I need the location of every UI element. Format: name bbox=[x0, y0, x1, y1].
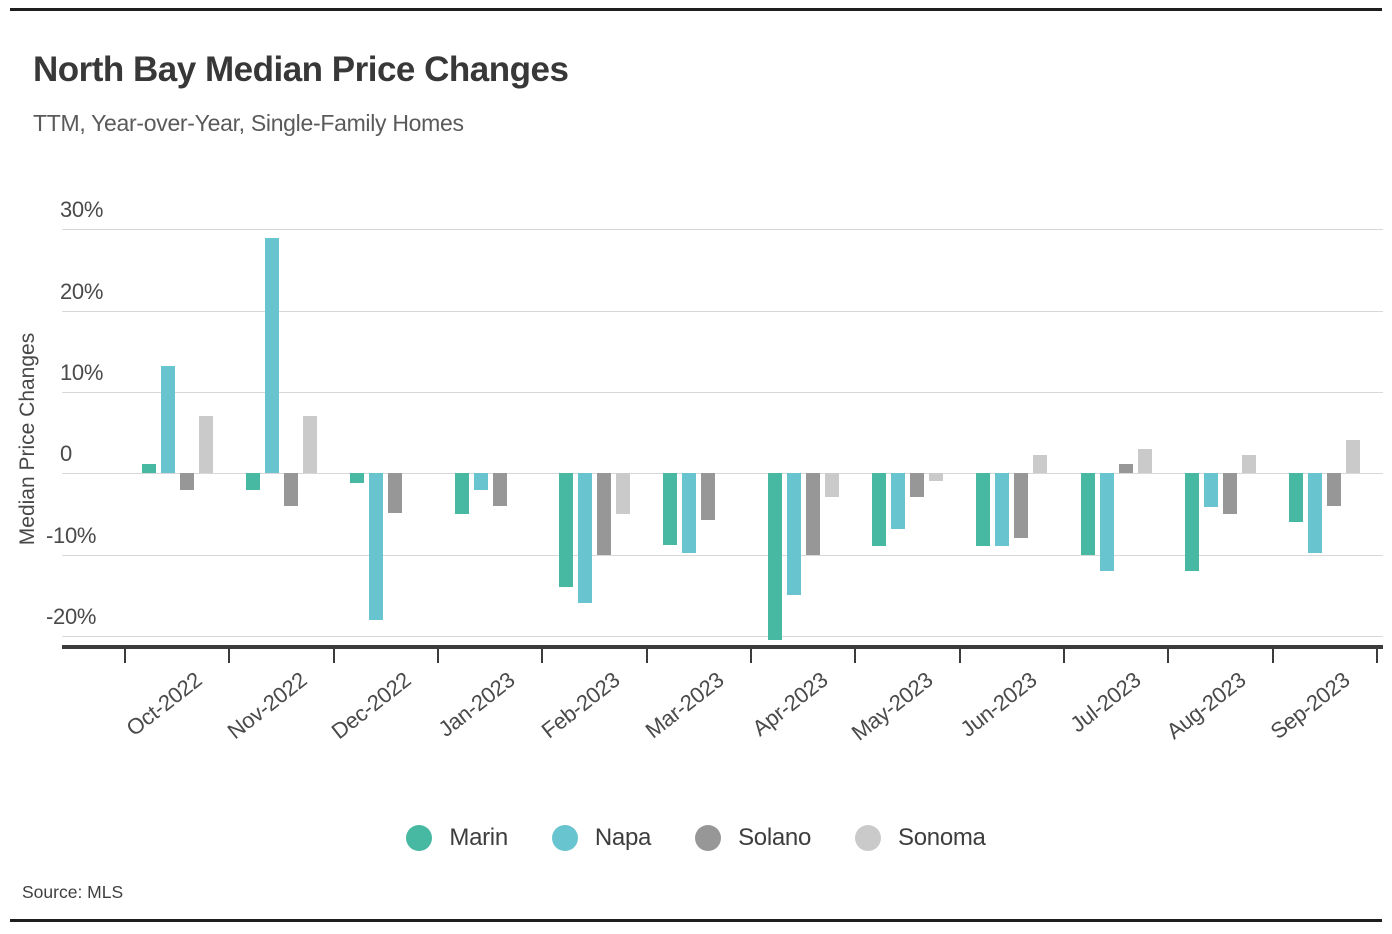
bar-napa bbox=[891, 473, 905, 530]
bar-sonoma bbox=[198, 415, 213, 474]
x-axis-tick bbox=[332, 649, 335, 663]
chart-title: North Bay Median Price Changes bbox=[33, 50, 569, 89]
bar-marin bbox=[1080, 473, 1095, 555]
x-axis-tick bbox=[228, 649, 231, 663]
bar-marin bbox=[1289, 473, 1304, 523]
bar-napa bbox=[995, 473, 1010, 547]
bottom-rule bbox=[10, 919, 1382, 922]
chart-subtitle: TTM, Year-over-Year, Single-Family Homes bbox=[33, 110, 464, 136]
gridline bbox=[62, 229, 1383, 231]
bar-solano bbox=[805, 473, 820, 555]
bar-marin bbox=[246, 473, 260, 490]
legend-label: Solano bbox=[738, 824, 812, 851]
x-axis-tick bbox=[750, 649, 752, 663]
y-axis-tick-label: -20% bbox=[46, 603, 97, 629]
bar-napa bbox=[265, 237, 279, 474]
bar-marin bbox=[141, 464, 156, 474]
top-rule bbox=[10, 8, 1382, 11]
legend-swatch-solano bbox=[695, 825, 722, 851]
legend-label: Sonoma bbox=[898, 824, 986, 851]
bar-napa bbox=[682, 473, 697, 553]
y-axis-tick-label: 0 bbox=[60, 441, 72, 467]
gridline bbox=[62, 635, 1383, 637]
legend-item-marin: Marin bbox=[406, 824, 508, 852]
bar-napa bbox=[786, 473, 801, 596]
bar-napa bbox=[1308, 473, 1323, 553]
bar-napa bbox=[473, 473, 488, 490]
legend-item-solano: Solano bbox=[695, 824, 811, 852]
bar-napa bbox=[369, 473, 384, 620]
gridline bbox=[62, 473, 1383, 475]
legend-swatch-napa bbox=[551, 825, 578, 851]
x-axis-tick bbox=[437, 649, 439, 663]
y-axis-tick-label: 10% bbox=[60, 359, 104, 385]
bar-napa bbox=[1204, 473, 1218, 507]
y-axis-tick-label: 20% bbox=[60, 278, 104, 304]
gridline bbox=[62, 392, 1383, 393]
bar-sonoma bbox=[1033, 455, 1048, 474]
bar-solano bbox=[1014, 473, 1029, 539]
source-note: Source: MLS bbox=[22, 882, 124, 902]
legend-label: Napa bbox=[594, 824, 652, 851]
bar-solano bbox=[492, 473, 507, 506]
legend-item-napa: Napa bbox=[551, 824, 652, 852]
bar-solano bbox=[597, 473, 611, 555]
bar-solano bbox=[910, 473, 924, 497]
legend-label: Marin bbox=[449, 824, 508, 851]
bar-napa bbox=[1099, 473, 1114, 571]
x-axis-tick bbox=[1376, 649, 1378, 663]
bar-solano bbox=[179, 473, 194, 490]
bar-marin bbox=[454, 473, 469, 514]
x-axis-tick bbox=[1167, 649, 1170, 663]
bar-sonoma bbox=[303, 416, 317, 474]
bar-solano bbox=[1223, 473, 1237, 514]
bar-marin bbox=[872, 473, 886, 546]
bar-marin bbox=[1185, 473, 1199, 571]
bar-solano bbox=[284, 473, 298, 506]
bar-napa bbox=[578, 473, 592, 604]
plot-area: 30% 20% 10% 0 -10% -20% Oct-2022 Nov-2022 Dec-20… bbox=[0, 197, 1392, 745]
bar-sonoma bbox=[1346, 440, 1361, 474]
bar-solano bbox=[701, 473, 716, 521]
y-axis-tick-label: -10% bbox=[46, 522, 97, 548]
bar-napa bbox=[160, 366, 175, 474]
x-axis-tick bbox=[541, 649, 544, 663]
legend-item-sonoma: Sonoma bbox=[855, 824, 986, 852]
bar-marin bbox=[976, 473, 991, 546]
y-axis-tick-label: 30% bbox=[60, 197, 104, 223]
x-axis-tick bbox=[645, 649, 648, 663]
x-axis-tick bbox=[124, 649, 126, 663]
bar-marin bbox=[350, 473, 365, 484]
bar-sonoma bbox=[616, 473, 630, 514]
x-axis-tick bbox=[1271, 649, 1274, 663]
bar-sonoma bbox=[929, 473, 943, 481]
legend-swatch-sonoma bbox=[855, 825, 882, 851]
bar-marin bbox=[559, 473, 573, 588]
gridline bbox=[62, 310, 1383, 312]
bar-marin bbox=[663, 473, 678, 545]
bar-sonoma bbox=[1242, 455, 1256, 474]
bar-solano bbox=[388, 473, 403, 514]
bar-sonoma bbox=[1137, 448, 1152, 474]
bar-marin bbox=[767, 473, 782, 640]
x-axis-tick bbox=[1063, 649, 1065, 663]
legend: Marin Napa Solano Sonoma bbox=[0, 812, 1392, 864]
legend-swatch-marin bbox=[406, 825, 433, 851]
x-axis-tick bbox=[854, 649, 857, 663]
x-axis-line bbox=[62, 645, 1383, 649]
bar-solano bbox=[1118, 463, 1133, 474]
gridline bbox=[62, 554, 1383, 556]
bar-solano bbox=[1327, 473, 1342, 506]
x-axis-tick bbox=[958, 649, 961, 663]
bar-sonoma bbox=[824, 473, 839, 497]
